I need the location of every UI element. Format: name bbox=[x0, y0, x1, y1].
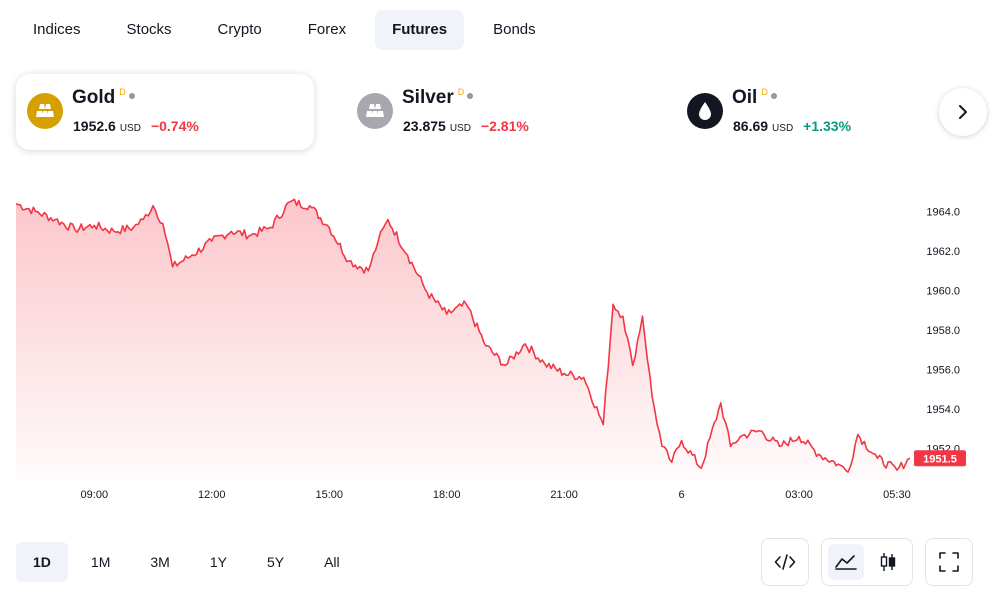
x-tick-label: 03:00 bbox=[785, 489, 813, 501]
embed-button[interactable] bbox=[761, 538, 809, 586]
symbol-card-silver[interactable]: Silver D 23.875 USD −2.81% bbox=[346, 74, 644, 150]
range-1y[interactable]: 1Y bbox=[209, 554, 227, 570]
price-line bbox=[15, 198, 911, 473]
y-tick-label: 1960.0 bbox=[926, 286, 960, 298]
symbol-name: Silver bbox=[402, 87, 454, 108]
symbol-change: −0.74% bbox=[150, 118, 199, 134]
range-all[interactable]: All bbox=[324, 554, 340, 570]
market-status-dot bbox=[128, 93, 135, 99]
symbol-card-oil[interactable]: Oil D 86.69 USD +1.33% bbox=[676, 74, 974, 150]
symbol-price: 1952.6 bbox=[73, 118, 116, 134]
symbol-currency: USD bbox=[119, 123, 141, 134]
x-tick-label: 12:00 bbox=[198, 489, 226, 501]
market-tabs: Indices Stocks Crypto Forex Futures Bond… bbox=[16, 10, 565, 50]
x-tick-label: 05:30 bbox=[883, 489, 911, 501]
range-5y[interactable]: 5Y bbox=[266, 554, 285, 570]
tab-forex[interactable]: Forex bbox=[307, 21, 347, 38]
symbol-carousel: Gold D 1952.6 USD −0.74% Silver D 23.875 USD −… bbox=[16, 74, 990, 150]
symbol-price: 23.875 bbox=[403, 118, 446, 134]
candlestick-button[interactable] bbox=[870, 544, 906, 580]
tab-indices[interactable]: Indices bbox=[33, 21, 81, 38]
tab-crypto[interactable]: Crypto bbox=[217, 21, 262, 38]
delay-badge: D bbox=[457, 87, 465, 97]
carousel-next-button[interactable] bbox=[939, 88, 987, 136]
area-chart-icon bbox=[835, 555, 857, 570]
symbol-change: −2.81% bbox=[480, 118, 529, 134]
tab-bonds[interactable]: Bonds bbox=[493, 21, 536, 38]
range-1m[interactable]: 1M bbox=[90, 554, 111, 570]
y-tick-label: 1954.0 bbox=[926, 404, 960, 416]
tab-stocks[interactable]: Stocks bbox=[126, 21, 172, 38]
x-tick-label: 15:00 bbox=[315, 489, 343, 501]
x-tick-label: 21:00 bbox=[550, 489, 578, 501]
fullscreen-icon bbox=[939, 552, 959, 572]
price-chart-svg: 1964.01962.01960.01958.01956.01954.01952… bbox=[15, 198, 966, 501]
x-tick-label: 6 bbox=[679, 489, 685, 501]
y-tick-label: 1956.0 bbox=[926, 364, 960, 376]
range-1d[interactable]: 1D bbox=[16, 542, 68, 582]
symbol-card-gold[interactable]: Gold D 1952.6 USD −0.74% bbox=[16, 74, 314, 150]
silver-bars-icon bbox=[357, 93, 393, 129]
y-tick-label: 1958.0 bbox=[926, 325, 960, 337]
embed-code-icon bbox=[774, 554, 796, 570]
chevron-right-icon bbox=[959, 105, 967, 119]
price-chart[interactable]: 1964.0 1962.0 1960.0 1958.0 1956.0 1954.0 1952… bbox=[0, 180, 990, 520]
y-tick-label: 1964.0 bbox=[926, 207, 960, 219]
symbol-price: 86.69 bbox=[733, 118, 769, 134]
oil-drop-icon bbox=[687, 93, 723, 129]
market-status-dot bbox=[770, 93, 777, 99]
chart-type-toggle bbox=[821, 538, 913, 586]
delay-badge: D bbox=[761, 87, 768, 97]
tab-futures[interactable]: Futures bbox=[375, 10, 465, 50]
y-tick-label: 1962.0 bbox=[926, 246, 960, 258]
last-price-badge bbox=[914, 450, 966, 467]
symbol-change: +1.33% bbox=[803, 118, 852, 134]
candlestick-icon bbox=[880, 553, 896, 571]
delay-badge: D bbox=[119, 87, 126, 97]
price-area-fill bbox=[16, 199, 910, 481]
range-3m[interactable]: 3M bbox=[150, 554, 170, 570]
area-chart-button[interactable] bbox=[828, 544, 864, 580]
gold-bars-icon bbox=[27, 93, 63, 129]
market-status-dot bbox=[467, 93, 474, 99]
range-selector: 1D 1M 3M 1Y 5Y All bbox=[16, 542, 363, 582]
last-price-label: 1951.5 bbox=[923, 453, 957, 465]
symbol-name: Gold bbox=[72, 87, 116, 108]
x-tick-label: 09:00 bbox=[81, 489, 109, 501]
x-tick-label: 18:00 bbox=[433, 489, 461, 501]
symbol-currency: USD bbox=[449, 123, 471, 134]
symbol-name: Oil bbox=[732, 87, 758, 108]
symbol-currency: USD bbox=[772, 123, 794, 134]
fullscreen-button[interactable] bbox=[925, 538, 973, 586]
